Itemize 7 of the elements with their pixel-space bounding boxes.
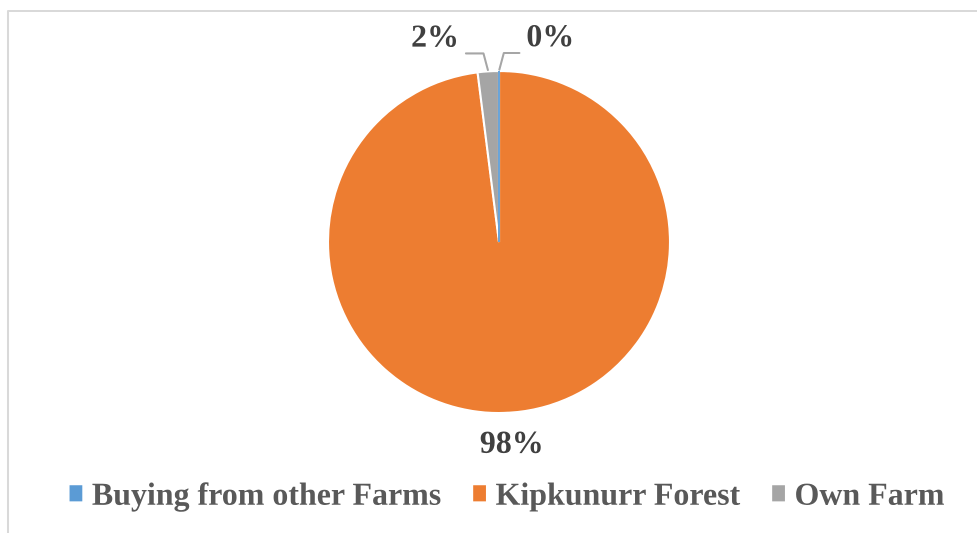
text: 0% (528, 24, 572, 47)
pie-slice (326, 70, 672, 414)
legend-label: Kipkunurr Forest (496, 482, 740, 512)
legend-label: Buying from other Farms (92, 482, 440, 512)
data-label: 2% (412, 25, 456, 48)
legend-label: Own Farm (796, 484, 944, 506)
data-label: 98% (480, 432, 541, 454)
